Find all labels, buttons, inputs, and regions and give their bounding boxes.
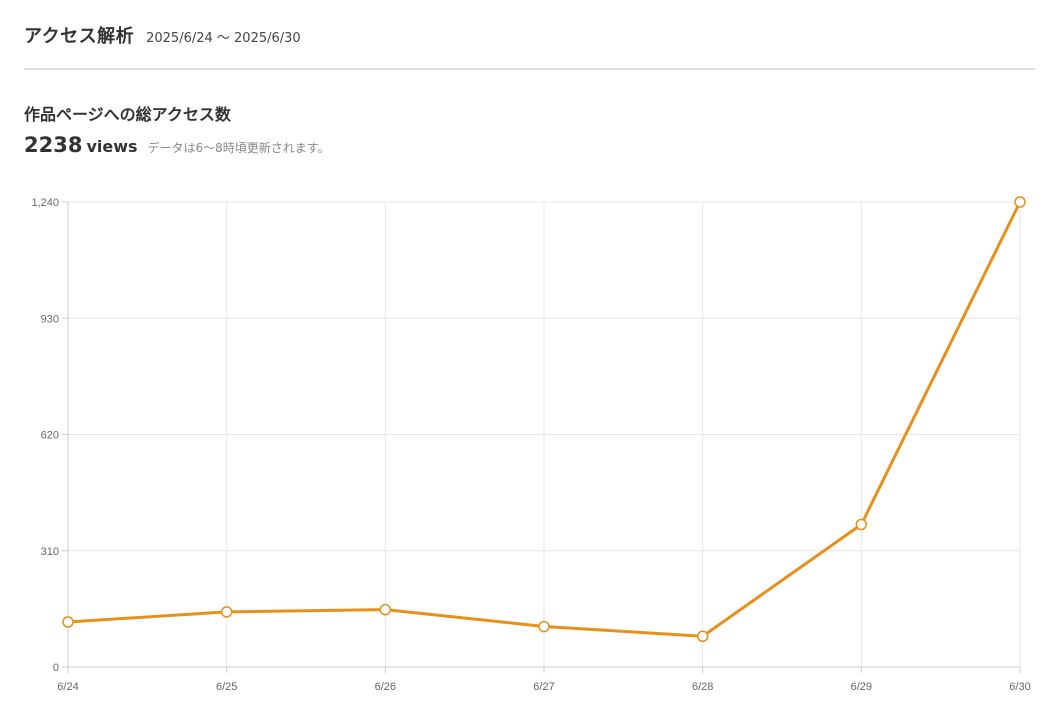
section-title: 作品ページへの総アクセス数 bbox=[24, 105, 231, 124]
total-value: 2238 bbox=[24, 133, 83, 157]
date-range: 2025/6/24 〜 2025/6/30 bbox=[146, 31, 301, 46]
data-point[interactable] bbox=[379, 603, 392, 616]
y-tick-label: 310 bbox=[41, 546, 59, 558]
x-tick-label: 6/27 bbox=[533, 681, 554, 693]
y-tick-label: 0 bbox=[53, 662, 59, 674]
header-divider bbox=[24, 68, 1035, 70]
chart-grid bbox=[68, 201, 1021, 667]
update-note: データは6〜8時頃更新されます。 bbox=[147, 141, 330, 155]
chart-tick-labels: 0 310 620 930 1,240 6/24 6/25 6/26 6/27 6/28 6/29 6… bbox=[31, 197, 1030, 693]
x-tick-label: 6/25 bbox=[216, 681, 237, 693]
x-tick-label: 6/29 bbox=[851, 681, 872, 693]
chart-axes bbox=[62, 201, 1021, 673]
x-tick-label: 6/26 bbox=[375, 681, 396, 693]
y-tick-label: 620 bbox=[41, 430, 59, 442]
x-tick-label: 6/24 bbox=[57, 681, 78, 693]
y-tick-label: 1,240 bbox=[31, 197, 59, 209]
total-summary: 2238 views データは6〜8時頃更新されます。 bbox=[24, 133, 330, 157]
total-unit: views bbox=[86, 137, 138, 156]
x-tick-label: 6/28 bbox=[692, 681, 713, 693]
data-point[interactable] bbox=[220, 606, 233, 618]
page-header: アクセス解析 2025/6/24 〜 2025/6/30 bbox=[24, 22, 1035, 48]
chart-series bbox=[62, 196, 1026, 642]
data-point[interactable] bbox=[538, 620, 550, 633]
total-views: 2238 views bbox=[24, 133, 138, 157]
y-tick-label: 930 bbox=[41, 313, 59, 325]
data-point[interactable] bbox=[62, 616, 74, 628]
data-point[interactable] bbox=[855, 518, 868, 531]
data-point[interactable] bbox=[1014, 196, 1026, 208]
data-point[interactable] bbox=[696, 630, 709, 642]
x-tick-label: 6/30 bbox=[1009, 681, 1030, 693]
page-title: アクセス解析 bbox=[24, 26, 135, 47]
